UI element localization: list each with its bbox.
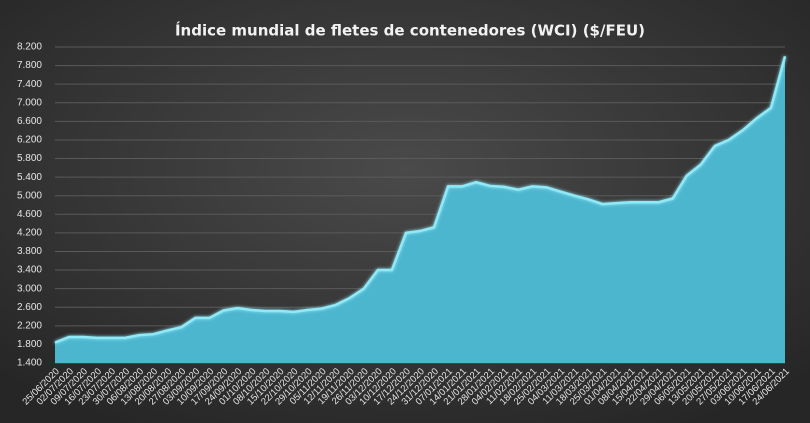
y-tick-label: 7.000 bbox=[17, 97, 42, 108]
y-tick-label: 8.200 bbox=[17, 42, 42, 53]
y-tick-label: 4.200 bbox=[17, 228, 42, 239]
y-tick-label: 6.600 bbox=[17, 116, 42, 127]
area-fill bbox=[55, 56, 785, 363]
chart-title: Índice mundial de fletes de contenedores… bbox=[175, 21, 645, 40]
y-tick-label: 1.800 bbox=[17, 339, 42, 350]
y-tick-label: 7.400 bbox=[17, 79, 42, 90]
area-line bbox=[54, 55, 787, 344]
y-tick-label: 3.000 bbox=[17, 283, 42, 294]
y-tick-label: 2.600 bbox=[17, 302, 42, 313]
y-tick-label: 3.400 bbox=[17, 265, 42, 276]
y-tick-label: 1.400 bbox=[17, 358, 42, 369]
y-tick-label: 5.800 bbox=[17, 153, 42, 164]
y-tick-label: 2.200 bbox=[17, 320, 42, 331]
y-tick-label: 5.400 bbox=[17, 172, 42, 183]
y-tick-label: 6.200 bbox=[17, 135, 42, 146]
y-tick-label: 7.800 bbox=[17, 60, 42, 71]
y-tick-label: 3.800 bbox=[17, 246, 42, 257]
y-tick-label: 4.600 bbox=[17, 209, 42, 220]
y-tick-label: 5.000 bbox=[17, 190, 42, 201]
